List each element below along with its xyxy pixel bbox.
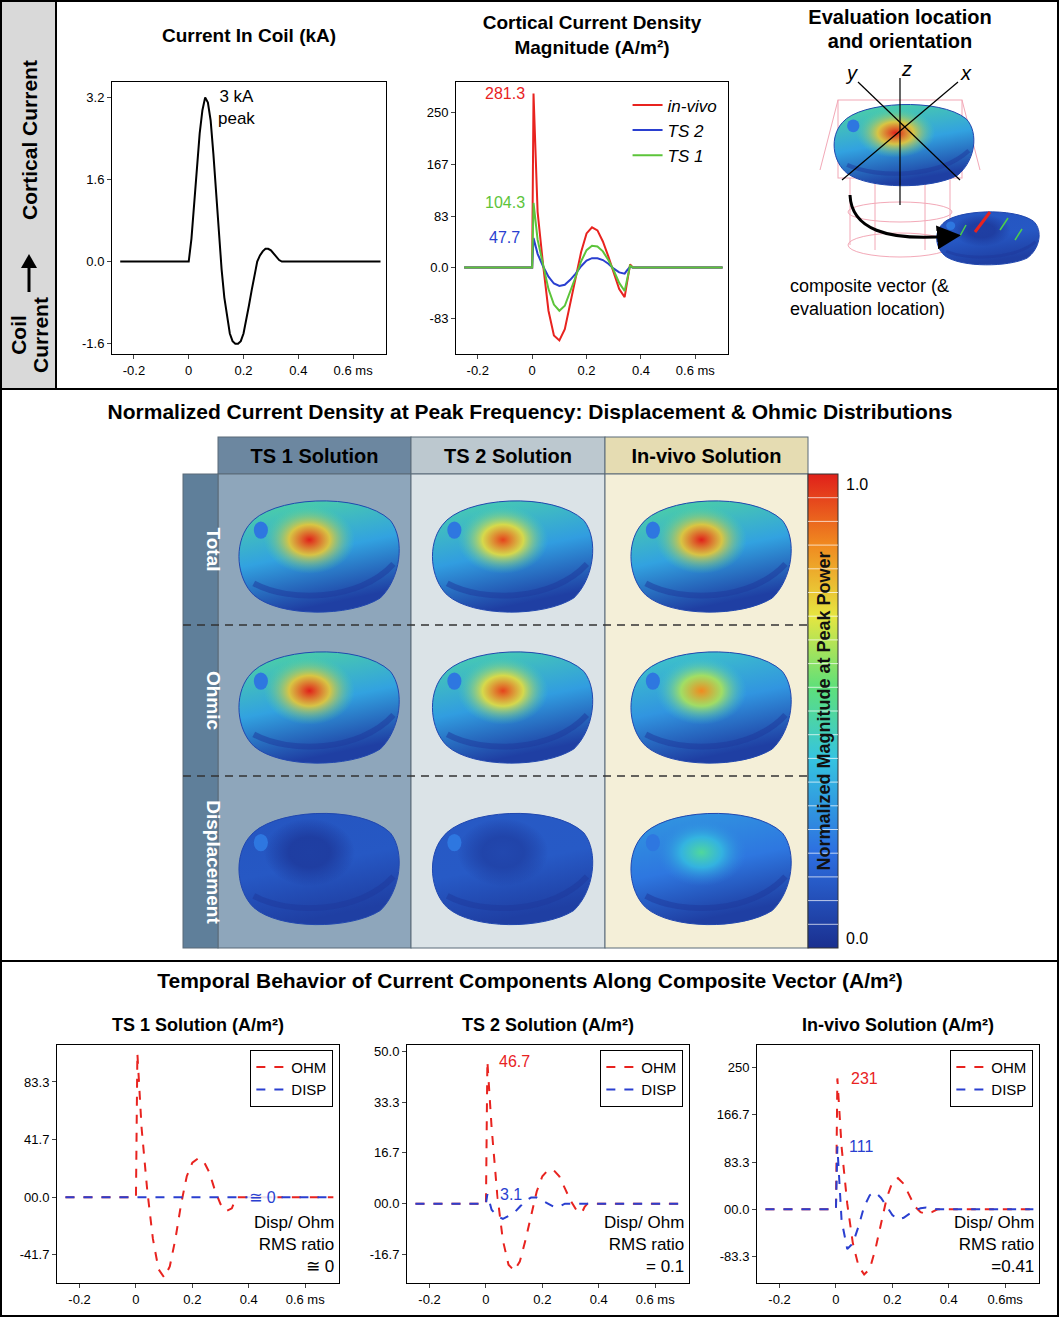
svg-text:-83: -83	[430, 311, 449, 326]
svg-text:In-vivo Solution (A/m²): In-vivo Solution (A/m²)	[802, 1015, 994, 1035]
svg-text:250: 250	[427, 105, 449, 120]
svg-text:Disp/ OhmRMS ratio= 0.1: Disp/ OhmRMS ratio= 0.1	[604, 1213, 684, 1276]
svg-text:Current: Current	[29, 297, 52, 373]
svg-text:TS 1 Solution (A/m²): TS 1 Solution (A/m²)	[112, 1015, 284, 1035]
svg-text:TS 2: TS 2	[668, 122, 704, 141]
svg-text:41.7: 41.7	[24, 1132, 49, 1147]
svg-text:Temporal Behavior of Current C: Temporal Behavior of Current Components …	[157, 969, 903, 992]
svg-text:00.0: 00.0	[24, 1190, 49, 1205]
svg-text:OHM: OHM	[991, 1059, 1026, 1076]
svg-text:0.6 ms: 0.6 ms	[286, 1292, 326, 1307]
svg-text:DISP: DISP	[991, 1081, 1026, 1098]
svg-text:0.6 ms: 0.6 ms	[334, 363, 374, 378]
svg-text:166.7: 166.7	[717, 1107, 750, 1122]
svg-text:3.2: 3.2	[86, 90, 104, 105]
svg-text:-41.7: -41.7	[20, 1247, 50, 1262]
svg-text:0.4: 0.4	[240, 1292, 258, 1307]
svg-text:x: x	[960, 62, 972, 84]
svg-text:0.6ms: 0.6ms	[987, 1292, 1023, 1307]
svg-text:0.2: 0.2	[883, 1292, 901, 1307]
svg-text:00.0: 00.0	[724, 1202, 749, 1217]
svg-text:1.6: 1.6	[86, 172, 104, 187]
svg-text:OHM: OHM	[291, 1059, 326, 1076]
svg-text:-0.2: -0.2	[123, 363, 145, 378]
svg-text:-0.2: -0.2	[768, 1292, 790, 1307]
svg-text:y: y	[845, 62, 858, 84]
svg-text:In-vivo Solution: In-vivo Solution	[632, 445, 782, 467]
svg-text:-0.2: -0.2	[467, 363, 489, 378]
svg-text:83.3: 83.3	[724, 1155, 749, 1170]
svg-text:-83.3: -83.3	[720, 1249, 750, 1264]
svg-text:0.2: 0.2	[183, 1292, 201, 1307]
svg-text:0.4: 0.4	[940, 1292, 958, 1307]
svg-text:16.7: 16.7	[374, 1145, 399, 1160]
svg-text:Coil: Coil	[7, 315, 30, 355]
svg-text:Total: Total	[203, 528, 224, 572]
svg-text:0: 0	[832, 1292, 839, 1307]
svg-text:Cortical Current DensityMagnit: Cortical Current DensityMagnitude (A/m²)	[483, 12, 702, 58]
svg-text:-1.6: -1.6	[82, 336, 104, 351]
svg-text:0.0: 0.0	[846, 930, 868, 947]
svg-text:46.7: 46.7	[499, 1053, 530, 1070]
svg-text:composite vector (&: composite vector (&	[790, 276, 949, 296]
svg-text:and orientation: and orientation	[828, 30, 972, 52]
svg-text:0.2: 0.2	[234, 363, 252, 378]
svg-text:0.6 ms: 0.6 ms	[636, 1292, 676, 1307]
svg-text:167: 167	[427, 157, 449, 172]
svg-text:47.7: 47.7	[489, 229, 520, 246]
svg-text:Normalized Magnitude at Peak P: Normalized Magnitude at Peak Power	[814, 551, 834, 870]
svg-text:Disp/ OhmRMS ratio=0.41: Disp/ OhmRMS ratio=0.41	[954, 1213, 1034, 1276]
svg-text:3 kApeak: 3 kApeak	[218, 87, 255, 128]
svg-text:in-vivo: in-vivo	[668, 97, 717, 116]
svg-text:TS 1: TS 1	[668, 147, 704, 166]
svg-text:-0.2: -0.2	[418, 1292, 440, 1307]
svg-text:281.3: 281.3	[485, 85, 525, 102]
svg-text:83.3: 83.3	[24, 1075, 49, 1090]
svg-text:0.2: 0.2	[578, 363, 596, 378]
svg-text:evaluation location): evaluation location)	[790, 299, 945, 319]
svg-text:0.0: 0.0	[430, 260, 448, 275]
svg-text:Displacement: Displacement	[203, 800, 224, 924]
svg-text:Normalized Current Density at: Normalized Current Density at Peak Frequ…	[108, 400, 953, 423]
svg-text:83: 83	[434, 209, 448, 224]
svg-text:0: 0	[132, 1292, 139, 1307]
svg-text:3.1: 3.1	[500, 1186, 522, 1203]
svg-text:≅ 0: ≅ 0	[249, 1189, 276, 1206]
svg-text:111: 111	[849, 1138, 873, 1155]
svg-text:0.0: 0.0	[86, 254, 104, 269]
svg-text:DISP: DISP	[641, 1081, 676, 1098]
svg-text:0.6 ms: 0.6 ms	[676, 363, 716, 378]
svg-text:TS 1 Solution: TS 1 Solution	[251, 445, 379, 467]
svg-text:DISP: DISP	[291, 1081, 326, 1098]
svg-text:TS 2 Solution: TS 2 Solution	[444, 445, 572, 467]
svg-text:0: 0	[529, 363, 536, 378]
svg-text:1.0: 1.0	[846, 476, 868, 493]
svg-text:33.3: 33.3	[374, 1095, 399, 1110]
svg-text:TS 2 Solution (A/m²): TS 2 Solution (A/m²)	[462, 1015, 634, 1035]
svg-text:50.0: 50.0	[374, 1044, 399, 1059]
svg-text:0: 0	[482, 1292, 489, 1307]
svg-text:Ohmic: Ohmic	[203, 671, 224, 731]
svg-text:0: 0	[185, 363, 192, 378]
svg-text:0.4: 0.4	[632, 363, 650, 378]
svg-text:0.4: 0.4	[590, 1292, 608, 1307]
svg-text:104.3: 104.3	[485, 194, 525, 211]
svg-text:250: 250	[728, 1060, 750, 1075]
svg-text:231: 231	[851, 1070, 878, 1087]
svg-text:OHM: OHM	[641, 1059, 676, 1076]
svg-text:Disp/ OhmRMS ratio≅ 0: Disp/ OhmRMS ratio≅ 0	[254, 1213, 334, 1276]
svg-text:0.2: 0.2	[533, 1292, 551, 1307]
svg-text:Cortical Current: Cortical Current	[18, 60, 41, 220]
svg-text:Evaluation location: Evaluation location	[808, 6, 991, 28]
svg-text:-0.2: -0.2	[68, 1292, 90, 1307]
svg-text:00.0: 00.0	[374, 1196, 399, 1211]
svg-text:Current In Coil (kA): Current In Coil (kA)	[162, 25, 336, 46]
svg-text:-16.7: -16.7	[370, 1247, 400, 1262]
svg-text:z: z	[901, 58, 912, 80]
svg-text:0.4: 0.4	[289, 363, 307, 378]
